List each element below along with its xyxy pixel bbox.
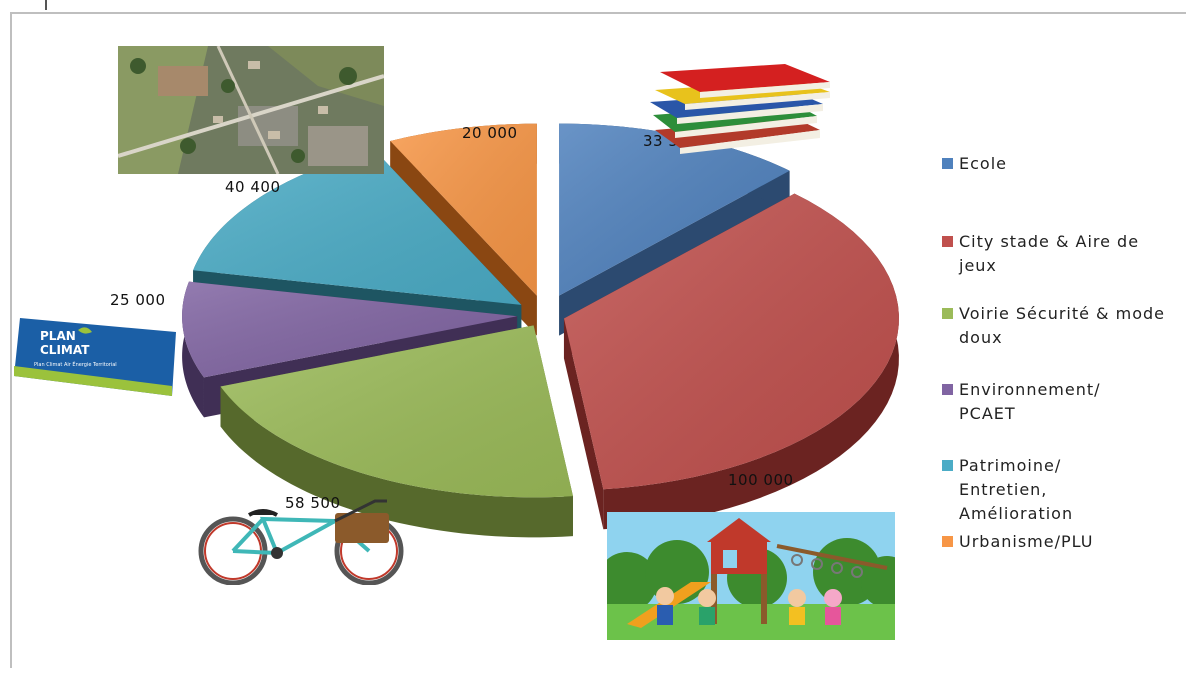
data-label-4: 40 400	[225, 178, 281, 196]
data-label-1: 100 000	[728, 471, 794, 489]
plan-climat-line-2: CLIMAT	[40, 343, 90, 357]
legend-label: Ecole	[959, 154, 1007, 173]
legend-label: City stade & Aire de jeux	[959, 232, 1140, 275]
legend-swatch	[942, 308, 953, 319]
pie-slice-shade	[193, 150, 522, 305]
bicycle	[198, 499, 404, 585]
chart-frame	[10, 12, 1186, 668]
legend-item-environnement: Environnement/ PCAET	[942, 378, 1149, 426]
legend-swatch	[942, 536, 953, 547]
pie-slice-shade	[182, 281, 518, 378]
legend-item-patrimoine: Patrimoine/ Entretien, Amélioration	[942, 454, 1109, 526]
pie-slice-side	[603, 193, 899, 530]
legend-swatch	[942, 236, 953, 247]
data-label-5: 20 000	[462, 124, 518, 142]
plan-climat-logo: PLAN CLIMAT Plan Climat Air Énergie Terr…	[14, 318, 176, 396]
legend-item-ecole: Ecole	[942, 152, 1179, 176]
playground	[607, 512, 895, 640]
plan-climat-caption: Plan Climat Air Énergie Territorial	[34, 360, 117, 368]
legend-swatch	[942, 460, 953, 471]
data-label-2: 58 500	[285, 494, 341, 512]
legend-label: Voirie Sécurité & mode doux	[959, 304, 1165, 347]
legend-label: Urbanisme/PLU	[959, 532, 1094, 551]
pie-slice-1	[563, 193, 899, 530]
top-edge-tick	[45, 0, 47, 10]
books-stack	[650, 64, 830, 154]
aerial-photo	[118, 46, 384, 174]
legend-label: Environnement/ PCAET	[959, 380, 1101, 423]
pie-slice-edge	[563, 318, 604, 530]
legend-item-voirie: Voirie Sécurité & mode doux	[942, 302, 1179, 350]
pie-slice-shade	[559, 123, 790, 296]
plan-climat-line-1: PLAN	[40, 329, 76, 343]
pie-slice-shade	[220, 325, 573, 498]
pie-slice-shade	[390, 123, 537, 296]
legend-label: Patrimoine/ Entretien, Amélioration	[959, 456, 1074, 523]
legend-item-urbanisme: Urbanisme/PLU	[942, 530, 1179, 554]
legend-item-city-stade: City stade & Aire de jeux	[942, 230, 1179, 278]
legend-swatch	[942, 384, 953, 395]
legend-swatch	[942, 158, 953, 169]
pie-slice-shade	[563, 193, 899, 490]
data-label-3: 25 000	[110, 291, 166, 309]
pie-slice-0	[559, 123, 790, 336]
pie-slice-2	[220, 325, 573, 538]
pie-slice-side	[220, 386, 573, 538]
